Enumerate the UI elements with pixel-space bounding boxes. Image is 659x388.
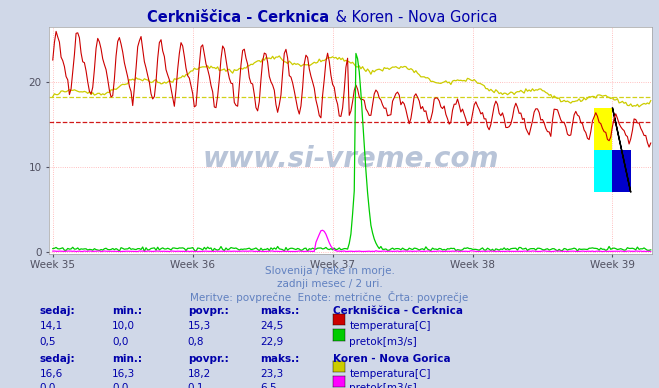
Text: pretok[m3/s]: pretok[m3/s] [349,383,417,388]
Text: min.:: min.: [112,354,142,364]
Text: maks.:: maks.: [260,306,300,316]
Text: 14,1: 14,1 [40,321,63,331]
Text: temperatura[C]: temperatura[C] [349,369,431,379]
Text: www.si-vreme.com: www.si-vreme.com [203,145,499,173]
Text: & Koren - Nova Gorica: & Koren - Nova Gorica [331,10,498,24]
Text: 16,3: 16,3 [112,369,135,379]
Text: 16,6: 16,6 [40,369,63,379]
Text: 23,3: 23,3 [260,369,283,379]
FancyArrow shape [612,107,631,192]
Text: 10,0: 10,0 [112,321,135,331]
Text: 0,0: 0,0 [112,337,129,347]
Bar [594,107,612,150]
Text: Slovenija / reke in morje.: Slovenija / reke in morje. [264,266,395,276]
Bar [612,150,631,192]
Text: Meritve: povprečne  Enote: metrične  Črta: povprečje: Meritve: povprečne Enote: metrične Črta:… [190,291,469,303]
Text: zadnji mesec / 2 uri.: zadnji mesec / 2 uri. [277,279,382,289]
Text: 24,5: 24,5 [260,321,283,331]
Text: pretok[m3/s]: pretok[m3/s] [349,337,417,347]
Text: temperatura[C]: temperatura[C] [349,321,431,331]
Text: 0,1: 0,1 [188,383,204,388]
Text: min.:: min.: [112,306,142,316]
Text: 0,0: 0,0 [112,383,129,388]
Text: maks.:: maks.: [260,354,300,364]
Bar [594,150,612,192]
Text: sedaj:: sedaj: [40,306,75,316]
Text: 6,5: 6,5 [260,383,277,388]
Text: 0,8: 0,8 [188,337,204,347]
Text: 0,5: 0,5 [40,337,56,347]
Text: Koren - Nova Gorica: Koren - Nova Gorica [333,354,450,364]
Text: sedaj:: sedaj: [40,354,75,364]
Text: 15,3: 15,3 [188,321,211,331]
Text: 22,9: 22,9 [260,337,283,347]
Text: povpr.:: povpr.: [188,306,229,316]
Text: Cerkniščica - Cerknica: Cerkniščica - Cerknica [333,306,463,316]
Text: Cerkniščica - Cerknica: Cerkniščica - Cerknica [148,10,330,24]
Text: povpr.:: povpr.: [188,354,229,364]
Text: 0,0: 0,0 [40,383,56,388]
Text: 18,2: 18,2 [188,369,211,379]
